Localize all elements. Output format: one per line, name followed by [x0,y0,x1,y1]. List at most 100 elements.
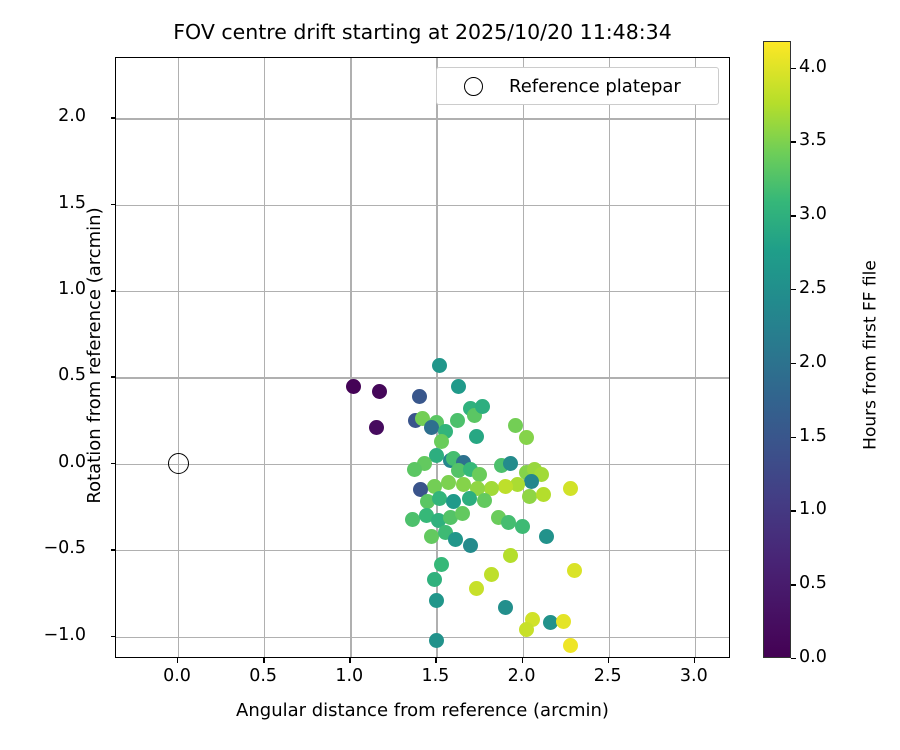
x-tick-label: 0.0 [163,666,191,686]
scatter-point [423,420,439,436]
gridline-vertical [350,58,352,657]
scatter-point [420,494,436,510]
gridline-vertical [694,58,697,657]
scatter-point [434,556,450,572]
colorbar-tick [791,141,796,143]
y-tick-label: 0.5 [58,365,86,386]
x-axis-label: Angular distance from reference (arcmin) [236,700,609,721]
scatter-point [456,477,472,493]
scatter-point [447,532,463,548]
y-tick [110,117,115,119]
x-tick-label: 2.5 [593,666,622,686]
scatter-point [535,487,551,503]
scatter-point [423,528,439,544]
scatter-point [475,399,491,415]
legend: Reference platepar [436,67,719,105]
scatter-point [477,492,493,508]
scatter-point [521,489,537,505]
scatter-point [404,511,420,527]
scatter-point [461,490,477,506]
y-tick [110,290,115,292]
plot-area [115,57,730,658]
scatter-point [523,473,539,489]
scatter-point [368,420,384,436]
scatter-point [432,490,448,506]
colorbar-tick-label: 1.5 [799,425,827,446]
y-tick-label: 1.5 [58,192,86,213]
scatter-point [497,599,513,615]
y-axis-label: Rotation from reference (arcmin) [84,207,105,504]
scatter-point [411,388,427,404]
colorbar-gradient [763,41,791,658]
colorbar-tick [791,436,796,438]
scatter-point [563,480,579,496]
colorbar-tick-label: 2.5 [799,277,827,298]
scatter-point [428,632,444,648]
gridline-vertical [436,58,438,657]
scatter-point [515,518,531,534]
x-tick [349,658,351,663]
colorbar-tick [791,658,796,660]
scatter-point [430,513,446,529]
y-tick-label: 2.0 [58,106,86,127]
gridline-vertical [178,58,180,657]
gridline-vertical [264,58,266,657]
colorbar-tick [791,362,796,365]
y-tick [110,203,115,206]
scatter-point [440,475,456,491]
scatter-point [406,461,422,477]
legend-marker-wrap [437,76,509,96]
chart-title: FOV centre drift starting at 2025/10/20 … [173,20,672,44]
open-circle-icon [463,76,483,96]
scatter-point [468,580,484,596]
scatter-point [418,508,434,524]
scatter-point [346,378,362,394]
gridline-horizontal [116,118,729,120]
x-tick [693,658,696,663]
colorbar-tick-label: 0.5 [799,573,827,594]
gridline-horizontal [116,377,729,379]
scatter-point [471,466,487,482]
x-tick-label: 1.0 [335,666,364,686]
scatter-point [484,480,500,496]
x-tick [607,658,610,663]
gridline-vertical [522,58,524,657]
scatter-point [449,413,465,429]
scatter-point [518,622,534,638]
scatter-point [518,430,534,446]
gridline-horizontal [116,291,729,293]
gridline-horizontal [116,636,729,638]
scatter-point [413,482,429,498]
colorbar-label: Hours from first FF file [860,260,881,450]
gridline-horizontal [116,550,729,552]
colorbar-tick [791,215,796,217]
colorbar-tick [791,67,796,69]
scatter-point [501,515,517,531]
scatter-point [508,418,524,434]
x-tick-label: 3.0 [679,666,708,686]
x-tick [263,658,265,663]
scatter-point [563,637,579,653]
scatter-point [372,383,388,399]
y-tick-label: −0.5 [43,538,87,559]
y-tick-label: 1.0 [58,279,86,300]
scatter-point [497,478,513,494]
scatter-point [556,613,572,629]
x-tick-label: 2.0 [507,666,536,686]
scatter-point [539,528,555,544]
scatter-point [432,357,448,373]
scatter-point [451,463,467,479]
scatter-point [442,509,458,525]
x-tick [435,658,437,663]
scatter-point [484,566,500,582]
scatter-point [502,547,518,563]
scatter-point [502,456,518,472]
scatter-point [509,477,525,493]
scatter-point [454,506,470,522]
colorbar-tick [791,510,796,512]
y-tick [110,549,115,551]
y-tick [110,462,115,465]
colorbar-tick [791,584,796,586]
scatter-point [427,478,443,494]
